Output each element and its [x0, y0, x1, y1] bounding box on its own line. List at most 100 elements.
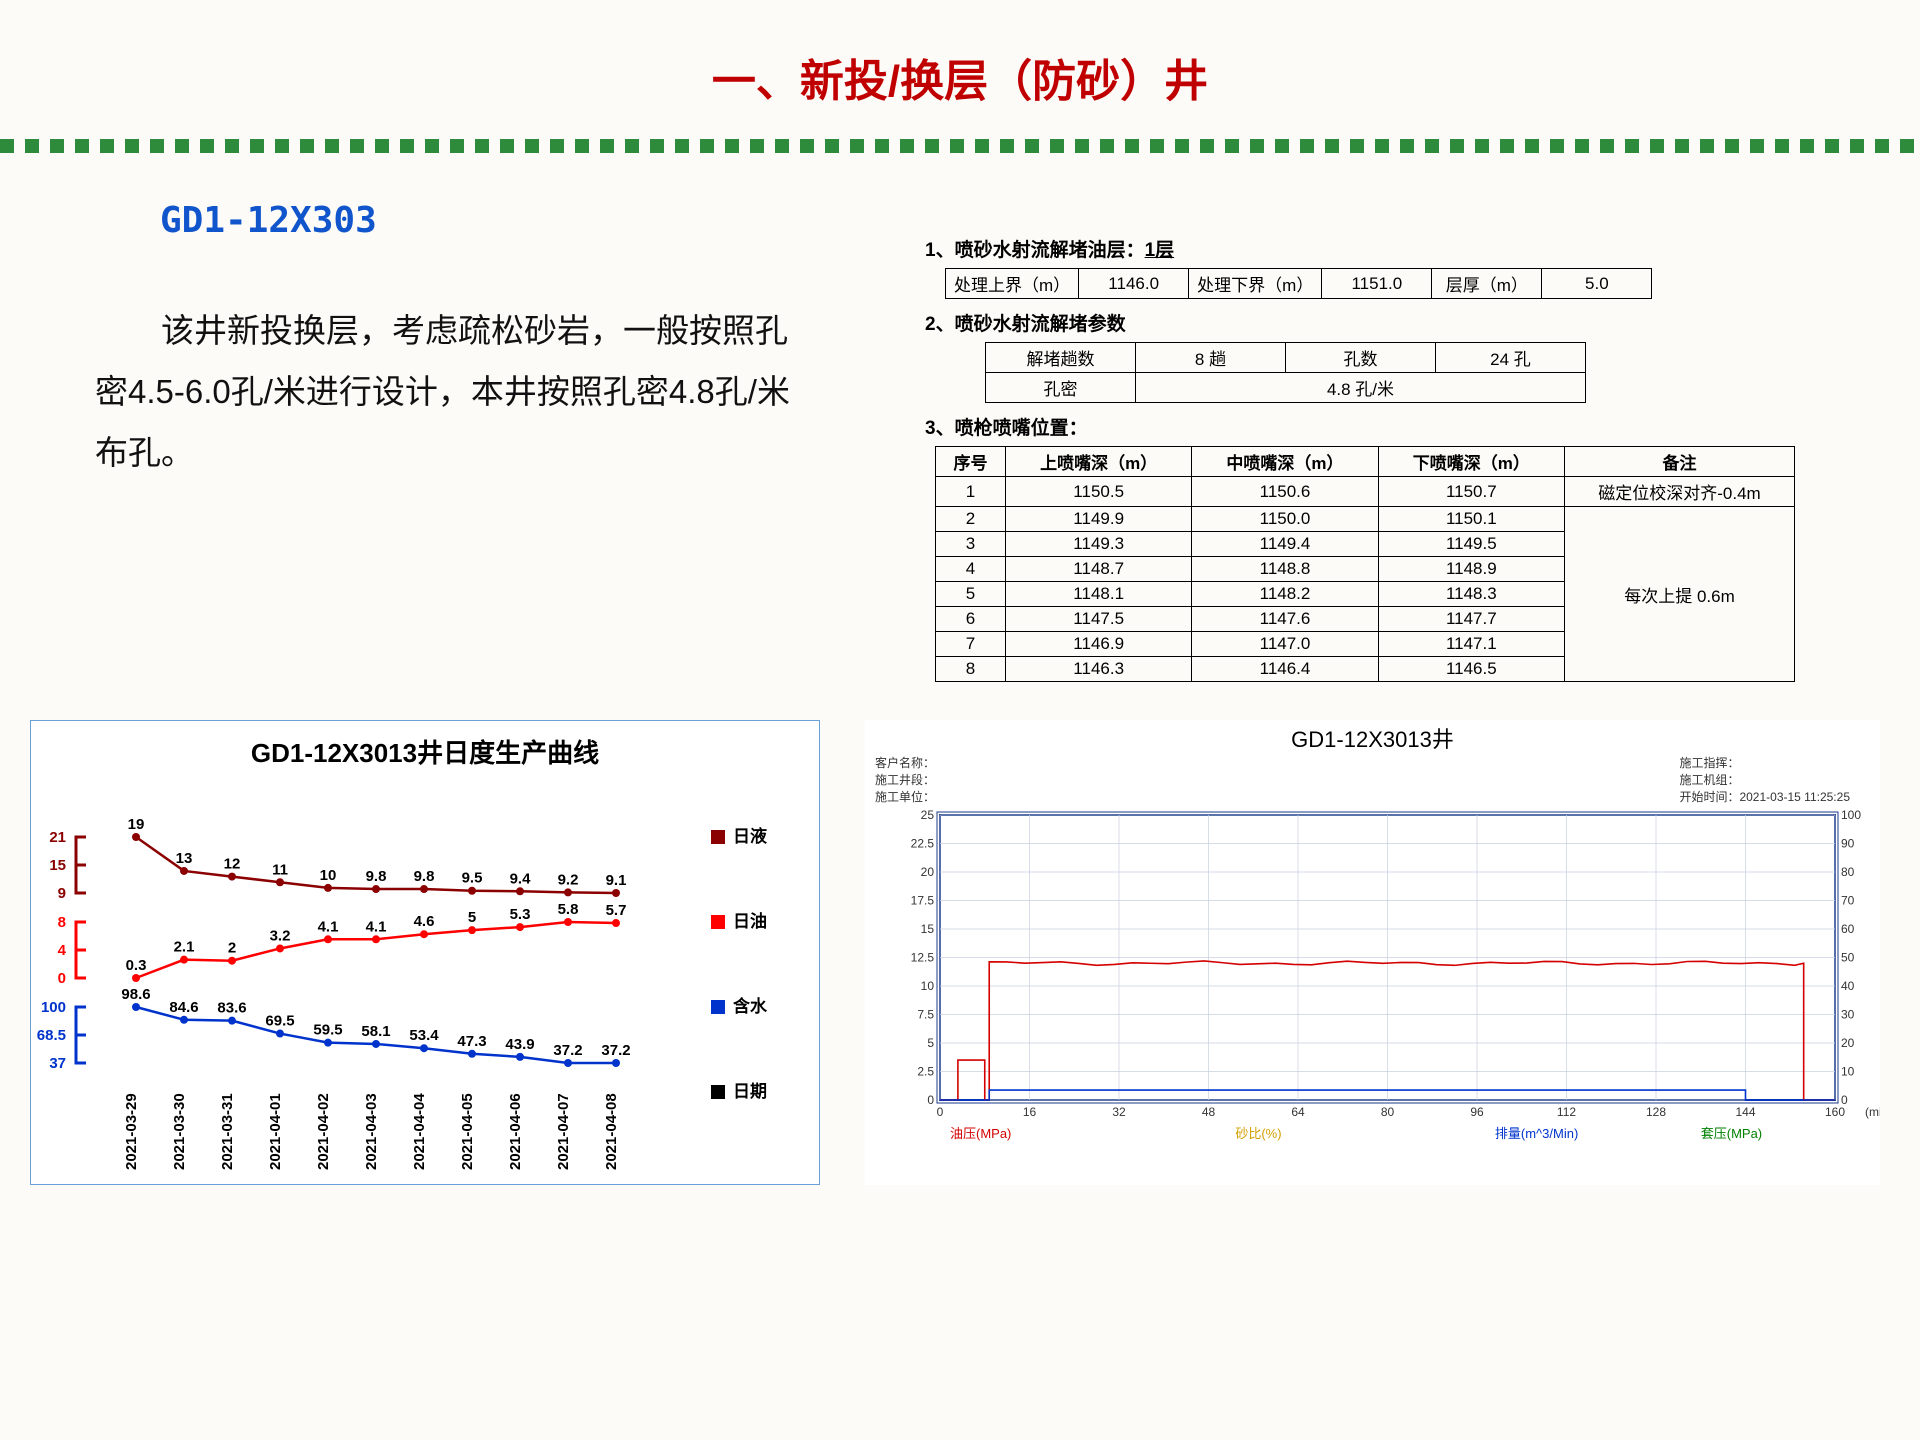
section1-heading-suffix: 1层 — [1145, 240, 1175, 261]
svg-text:160: 160 — [1825, 1105, 1845, 1119]
table-cell: 解堵趟数 — [986, 343, 1136, 373]
table-cell: 1147.5 — [1006, 607, 1192, 632]
table-header: 备注 — [1565, 447, 1795, 477]
section1-heading-prefix: 1、喷砂水射流解堵油层： — [925, 240, 1145, 261]
svg-text:30: 30 — [1841, 1008, 1855, 1022]
table-cell: 5.0 — [1542, 269, 1652, 299]
svg-text:4: 4 — [58, 942, 67, 959]
section1-table: 处理上界（m）1146.0处理下界（m）1151.0层厚（m）5.0 — [945, 268, 1652, 299]
svg-text:9.8: 9.8 — [414, 868, 435, 885]
table-cell: 1149.5 — [1378, 532, 1564, 557]
svg-text:套压(MPa): 套压(MPa) — [1701, 1126, 1762, 1141]
svg-text:0: 0 — [937, 1105, 944, 1119]
svg-text:2021-04-07: 2021-04-07 — [555, 1093, 572, 1170]
pressure-chart: GD1-12X3013井 客户名称：施工井段：施工单位： 施工指挥：施工机组：开… — [865, 720, 1880, 1185]
production-chart: GD1-12X3013井日度生产曲线 2115919131211109.89.8… — [30, 720, 820, 1185]
description-paragraph: 该井新投换层，考虑疏松砂岩，一般按照孔密4.5-6.0孔/米进行设计，本井按照孔… — [95, 300, 815, 483]
section2-row2-label: 孔密 — [986, 373, 1136, 403]
svg-text:22.5: 22.5 — [911, 837, 935, 851]
table-cell: 1150.0 — [1192, 507, 1378, 532]
svg-text:2021-04-03: 2021-04-03 — [363, 1093, 380, 1170]
svg-text:84.6: 84.6 — [169, 999, 198, 1016]
table-note: 磁定位校深对齐-0.4m — [1565, 477, 1795, 507]
table-cell: 6 — [936, 607, 1006, 632]
svg-text:5: 5 — [468, 909, 476, 926]
svg-text:43.9: 43.9 — [505, 1036, 534, 1053]
section3-heading: 3、喷枪喷嘴位置： — [925, 413, 1825, 440]
table-cell: 1146.5 — [1378, 657, 1564, 682]
table-cell: 1148.2 — [1192, 582, 1378, 607]
table-cell: 1149.4 — [1192, 532, 1378, 557]
section3-table: 序号上喷嘴深（m）中喷嘴深（m）下喷嘴深（m）备注 11150.51150.61… — [935, 446, 1795, 682]
svg-text:5.3: 5.3 — [510, 906, 531, 923]
svg-text:80: 80 — [1381, 1105, 1395, 1119]
svg-text:2021-04-02: 2021-04-02 — [315, 1093, 332, 1170]
svg-text:(min): (min) — [1865, 1105, 1880, 1119]
svg-text:2021-04-01: 2021-04-01 — [267, 1093, 284, 1170]
table-note: 每次上提 0.6m — [1565, 507, 1795, 682]
svg-text:3.2: 3.2 — [270, 927, 291, 944]
svg-text:9.1: 9.1 — [606, 872, 627, 889]
svg-text:16: 16 — [1023, 1105, 1037, 1119]
table-header: 序号 — [936, 447, 1006, 477]
svg-text:12.5: 12.5 — [911, 951, 935, 965]
svg-text:7.5: 7.5 — [917, 1008, 934, 1022]
svg-text:2: 2 — [228, 940, 236, 957]
svg-text:100: 100 — [41, 999, 66, 1016]
svg-text:69.5: 69.5 — [265, 1013, 294, 1030]
svg-text:17.5: 17.5 — [911, 894, 935, 908]
svg-text:排量(m^3/Min): 排量(m^3/Min) — [1495, 1126, 1578, 1141]
svg-text:4.1: 4.1 — [318, 918, 339, 935]
svg-text:90: 90 — [1841, 837, 1855, 851]
svg-text:53.4: 53.4 — [409, 1027, 439, 1044]
table-header: 上喷嘴深（m） — [1006, 447, 1192, 477]
svg-text:15: 15 — [49, 857, 66, 874]
svg-text:37: 37 — [49, 1055, 66, 1072]
svg-text:2021-03-29: 2021-03-29 — [123, 1093, 140, 1170]
svg-text:10: 10 — [320, 867, 337, 884]
section2-table: 解堵趟数8 趟孔数24 孔 孔密 4.8 孔/米 — [985, 342, 1586, 403]
svg-text:96: 96 — [1470, 1105, 1484, 1119]
svg-text:128: 128 — [1646, 1105, 1666, 1119]
svg-text:9.8: 9.8 — [366, 868, 387, 885]
svg-text:8: 8 — [58, 914, 66, 931]
table-cell: 2 — [936, 507, 1006, 532]
section2-heading: 2、喷砂水射流解堵参数 — [925, 309, 1825, 336]
table-cell: 5 — [936, 582, 1006, 607]
table-cell: 1150.7 — [1378, 477, 1564, 507]
svg-text:47.3: 47.3 — [457, 1033, 486, 1050]
table-cell: 层厚（m） — [1432, 269, 1542, 299]
table-cell: 1147.7 — [1378, 607, 1564, 632]
svg-text:2.5: 2.5 — [917, 1065, 934, 1079]
svg-text:37.2: 37.2 — [553, 1042, 582, 1059]
svg-text:80: 80 — [1841, 865, 1855, 879]
parameters-block: 1、喷砂水射流解堵油层：1层 处理上界（m）1146.0处理下界（m）1151.… — [925, 225, 1825, 682]
svg-text:64: 64 — [1291, 1105, 1305, 1119]
table-cell: 1148.1 — [1006, 582, 1192, 607]
svg-text:2021-03-30: 2021-03-30 — [171, 1093, 188, 1170]
section1-heading: 1、喷砂水射流解堵油层：1层 — [925, 235, 1825, 262]
table-cell: 1151.0 — [1322, 269, 1432, 299]
svg-text:83.6: 83.6 — [217, 1000, 246, 1017]
svg-text:9.2: 9.2 — [558, 871, 579, 888]
svg-text:40: 40 — [1841, 979, 1855, 993]
table-cell: 3 — [936, 532, 1006, 557]
table-cell: 8 — [936, 657, 1006, 682]
svg-text:20: 20 — [921, 865, 935, 879]
svg-text:58.1: 58.1 — [361, 1023, 390, 1040]
svg-text:2021-04-04: 2021-04-04 — [411, 1093, 428, 1170]
table-cell: 1146.0 — [1079, 269, 1189, 299]
svg-text:砂比(%): 砂比(%) — [1235, 1126, 1281, 1141]
svg-text:50: 50 — [1841, 951, 1855, 965]
pressure-chart-svg: 2510022.590208017.570156012.55010407.530… — [865, 720, 1880, 1185]
table-cell: 1146.4 — [1192, 657, 1378, 682]
table-cell: 7 — [936, 632, 1006, 657]
svg-text:0: 0 — [58, 970, 66, 987]
table-cell: 1147.0 — [1192, 632, 1378, 657]
svg-text:25: 25 — [921, 808, 935, 822]
page-title: 一、新投/换层（防砂）井 — [0, 0, 1920, 109]
svg-text:9.5: 9.5 — [462, 870, 483, 887]
svg-text:2021-04-08: 2021-04-08 — [603, 1093, 620, 1170]
svg-text:112: 112 — [1557, 1105, 1576, 1119]
table-cell: 1149.3 — [1006, 532, 1192, 557]
